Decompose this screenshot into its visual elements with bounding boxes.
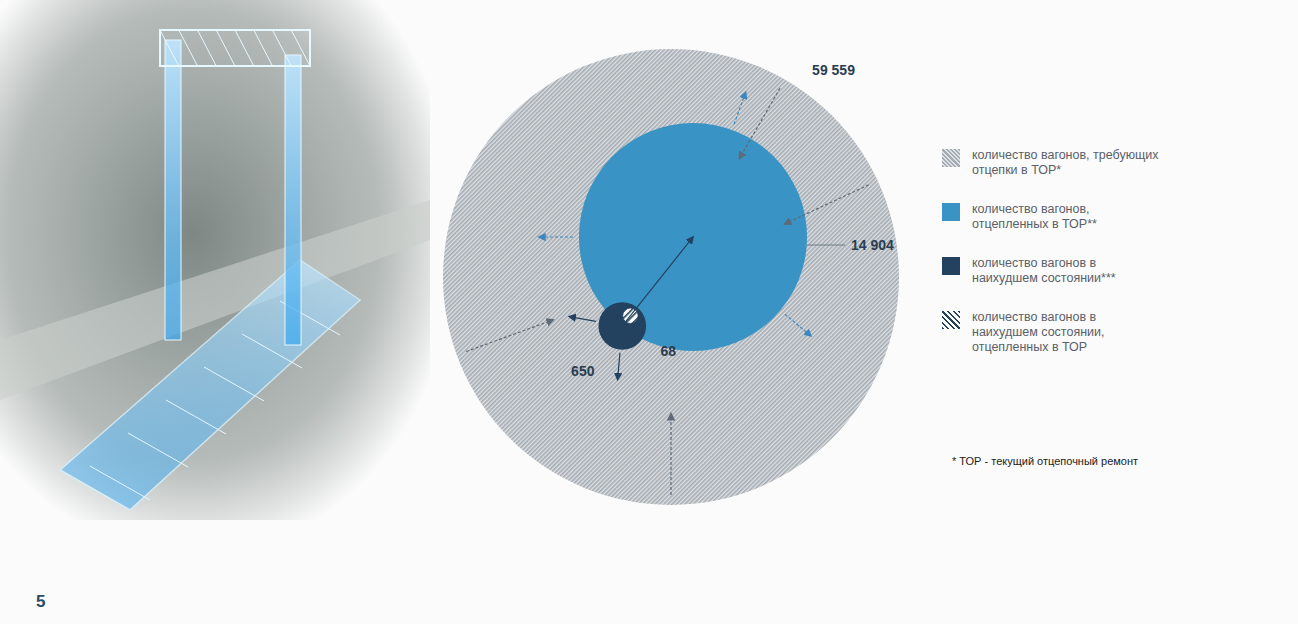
arrow: [622, 237, 693, 326]
bubbles: [443, 49, 899, 505]
photo-background: [0, 0, 430, 520]
legend-swatch: [942, 149, 960, 167]
legend-label: количество вагонов в наихудшем состоянии…: [972, 310, 1162, 355]
gantry-truss: [160, 30, 310, 66]
legend-label: количество вагонов, отцепленных в ТОР**: [972, 202, 1162, 232]
wagon-rib: [166, 400, 226, 434]
arrow: [739, 88, 780, 158]
legend-item: количество вагонов, отцепленных в ТОР**: [942, 202, 1182, 232]
arrow: [785, 185, 869, 224]
arrow: [618, 353, 620, 380]
wagon-rib: [128, 433, 188, 467]
arrows: [466, 88, 868, 495]
data-label: 68: [660, 343, 676, 359]
data-label: 59 559: [812, 62, 855, 78]
data-label: 650: [571, 363, 595, 379]
gantry-leg: [285, 55, 301, 345]
wagon-rib: [204, 367, 264, 401]
wagon-rib: [90, 466, 150, 500]
legend-item: количество вагонов в наихудшем состоянии…: [942, 310, 1182, 355]
footnote: * ТОР - текущий отцепочный ремонт: [952, 455, 1138, 467]
truss-bar: [291, 30, 310, 66]
legend-label: количество вагонов в наихудшем состоянии…: [972, 256, 1162, 286]
legend-item: количество вагонов в наихудшем состоянии…: [942, 256, 1182, 286]
wagon: [60, 260, 360, 510]
truss-bar: [216, 30, 235, 66]
legend-item: количество вагонов, требующих отцепки в …: [942, 148, 1182, 178]
legend-swatch: [942, 257, 960, 275]
legend-label: количество вагонов, требующих отцепки в …: [972, 148, 1162, 178]
bubble: [443, 49, 899, 505]
arrow: [539, 236, 573, 237]
truss-bar: [198, 30, 217, 66]
arrow: [466, 320, 553, 352]
gantry-leg: [165, 40, 181, 340]
arrow: [569, 317, 596, 322]
legend-swatch: [942, 203, 960, 221]
arrow: [670, 414, 671, 495]
page-number: 5: [36, 592, 45, 612]
legend-swatch: [942, 311, 960, 329]
legend: количество вагонов, требующих отцепки в …: [942, 148, 1182, 379]
data-labels: 59 559 14 904 650 68: [571, 62, 894, 378]
arrow: [785, 314, 811, 336]
truss-bar: [235, 30, 254, 66]
illustration: [0, 0, 430, 520]
data-label: 14 904: [851, 237, 894, 253]
bubble: [579, 123, 807, 351]
arrow: [734, 92, 746, 124]
truss-bar: [254, 30, 273, 66]
leader-line: [807, 245, 845, 246]
truss-bar: [179, 30, 198, 66]
truss-bar: [273, 30, 292, 66]
canvas: 59 559 14 904 650 68: [0, 0, 1298, 624]
truss-bar: [160, 30, 179, 66]
page: {"chart_data": {"type": "bubble", "categ…: [0, 0, 1298, 624]
